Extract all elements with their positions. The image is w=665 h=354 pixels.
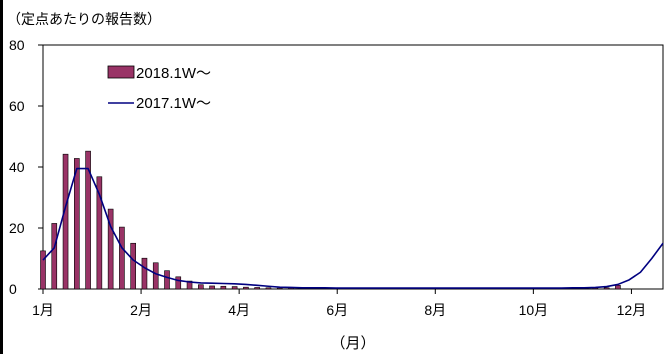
bar-2018 [130, 242, 136, 290]
bar-2018 [243, 286, 249, 290]
legend-label-2018: 2018.1W～ [136, 65, 211, 82]
x-tick-label: 8月 [424, 302, 446, 318]
bar-2018 [62, 153, 69, 290]
y-axis: 0 20 40 60 80 [9, 37, 43, 297]
bar-2018 [152, 262, 159, 290]
bar-2018 [107, 208, 114, 290]
line-series-2017 [42, 167, 664, 289]
bar-2018 [615, 285, 621, 290]
legend-label-2017: 2017.1W～ [136, 95, 211, 112]
bar-2018 [141, 257, 148, 290]
x-axis-title: （月） [330, 335, 375, 352]
plot-border [42, 44, 664, 290]
bar-2018 [198, 284, 204, 290]
y-tick-label: 60 [9, 98, 25, 114]
bar-2018 [231, 286, 238, 290]
bar-2018 [186, 280, 193, 290]
x-tick-label: 6月 [326, 302, 348, 318]
bar-2018 [175, 276, 182, 290]
bar-2018 [603, 287, 610, 290]
bar-2018 [96, 176, 103, 290]
y-tick-label: 20 [9, 220, 25, 236]
x-tick-label: 12月 [617, 302, 647, 318]
y-axis-title: （定点あたりの報告数） [7, 11, 161, 27]
x-tick-label: 2月 [130, 302, 152, 318]
line-2017 [42, 167, 664, 289]
y-tick-label: 80 [9, 37, 25, 53]
x-tick-label: 10月 [519, 302, 549, 318]
bar-2018 [276, 287, 283, 290]
y-tick-label: 0 [9, 281, 17, 297]
legend: 2018.1W～ 2017.1W～ [107, 65, 211, 112]
bar-2018 [164, 270, 170, 290]
y-tick-label: 40 [9, 159, 25, 175]
bar-2018 [85, 150, 91, 290]
x-axis: 1月 2月 4月 6月 8月 10月 12月 [32, 289, 646, 318]
legend-swatch-2018 [107, 65, 135, 79]
bar-series-2018 [40, 150, 621, 290]
bar-2018 [209, 285, 215, 290]
x-tick-label: 4月 [228, 302, 250, 318]
bar-2018 [74, 158, 80, 290]
bar-2018 [40, 250, 46, 290]
bar-2018 [220, 285, 227, 290]
bar-2018 [51, 223, 58, 290]
bar-2018 [119, 226, 125, 290]
plot-area [42, 44, 664, 290]
bar-2018 [254, 287, 260, 290]
bar-2018 [265, 287, 272, 290]
x-tick-label: 1月 [32, 302, 54, 318]
